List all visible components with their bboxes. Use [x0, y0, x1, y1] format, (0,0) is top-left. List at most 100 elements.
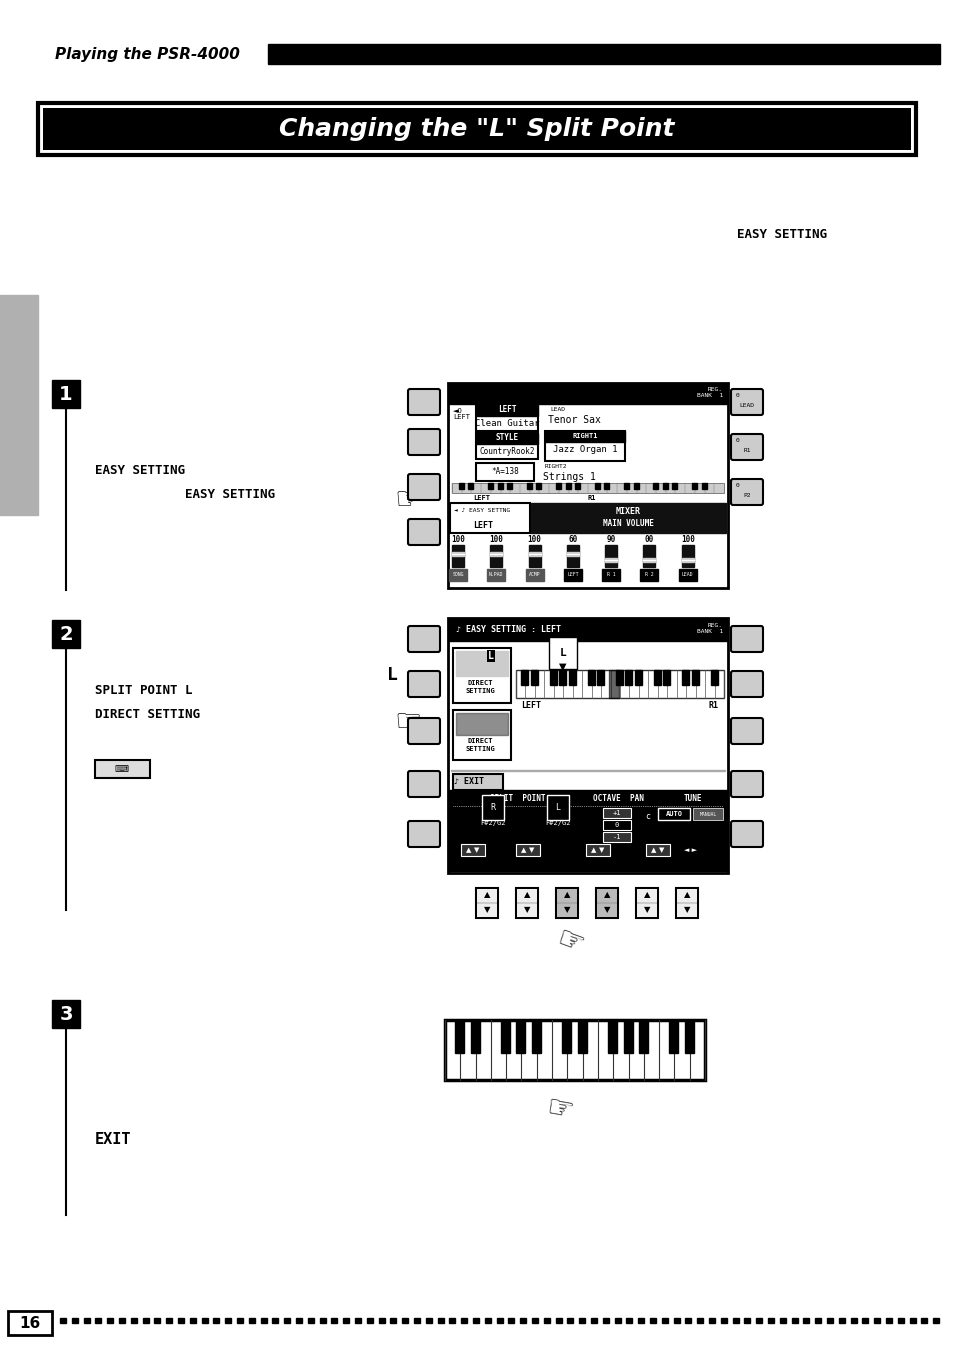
Text: L: L [559, 648, 566, 658]
Bar [639, 1020, 647, 1052]
Text: ▲: ▲ [483, 890, 490, 900]
Bar [645, 844, 669, 857]
Text: LEFT: LEFT [453, 413, 470, 420]
Text: ▲: ▲ [563, 890, 570, 900]
FancyBboxPatch shape [408, 474, 439, 500]
FancyBboxPatch shape [408, 626, 439, 653]
Bar [473, 1319, 478, 1323]
Text: EASY SETTING: EASY SETTING [185, 489, 274, 501]
Text: 00: 00 [644, 535, 654, 544]
Text: +1: +1 [612, 811, 620, 816]
Bar [652, 484, 658, 489]
Bar [449, 569, 467, 581]
Bar [566, 544, 578, 567]
Bar [587, 670, 594, 685]
Bar [556, 484, 560, 489]
Text: ▼: ▼ [598, 847, 604, 852]
Bar [449, 619, 726, 640]
Bar [636, 888, 658, 917]
Bar [608, 1020, 617, 1052]
Bar [448, 382, 727, 588]
Text: ◄0: ◄0 [453, 408, 462, 413]
Bar [597, 889, 617, 902]
Text: DIRECT: DIRECT [467, 738, 493, 744]
Bar [452, 544, 463, 567]
Bar [669, 1020, 678, 1052]
FancyBboxPatch shape [730, 480, 762, 505]
Text: RIGHT1: RIGHT1 [572, 434, 598, 439]
Bar [487, 484, 493, 489]
Bar [452, 484, 723, 493]
Text: ACMP: ACMP [528, 573, 539, 577]
Bar [908, 1319, 915, 1323]
Text: ▲: ▲ [651, 847, 656, 852]
Text: 3: 3 [59, 1005, 72, 1024]
Text: ▼: ▼ [474, 847, 479, 852]
Bar [456, 651, 507, 676]
Bar [779, 1319, 785, 1323]
Bar [476, 434, 537, 444]
Bar [673, 1319, 679, 1323]
Text: ▼: ▼ [483, 905, 490, 915]
Text: 1: 1 [59, 385, 72, 404]
Bar [284, 1319, 290, 1323]
Bar [568, 670, 575, 685]
Text: CountryRook2: CountryRook2 [478, 446, 535, 455]
Bar [604, 544, 617, 567]
Bar [653, 670, 660, 685]
Bar [676, 888, 698, 917]
Bar [578, 1020, 586, 1052]
Text: DIRECT SETTING: DIRECT SETTING [95, 708, 200, 721]
Bar [453, 648, 511, 703]
Bar [414, 1319, 419, 1323]
Bar [697, 1319, 702, 1323]
Bar [597, 670, 603, 685]
Bar [637, 889, 657, 902]
Text: REG.: REG. [707, 386, 722, 392]
Bar [52, 620, 80, 648]
Text: ♪ EASY SETTING : LEFT: ♪ EASY SETTING : LEFT [456, 624, 560, 634]
Bar [602, 1319, 608, 1323]
Bar [565, 484, 570, 489]
Bar [355, 1319, 360, 1323]
Text: ▼: ▼ [523, 905, 530, 915]
Text: STYLE: STYLE [495, 434, 518, 443]
Text: REG.: REG. [707, 623, 722, 628]
Bar [490, 544, 502, 567]
Text: ⌨: ⌨ [114, 765, 129, 774]
Bar [437, 1319, 443, 1323]
Bar [563, 569, 581, 581]
Bar [516, 844, 539, 857]
Bar [107, 1319, 113, 1323]
Text: Tenor Sax: Tenor Sax [547, 415, 600, 426]
Bar [850, 1319, 856, 1323]
Bar [815, 1319, 821, 1323]
Text: ☞: ☞ [394, 708, 421, 738]
Bar [575, 484, 579, 489]
Text: F#2/G2: F#2/G2 [479, 820, 505, 825]
Bar [476, 434, 537, 459]
Text: ◄ ♪ EASY SETTNG: ◄ ♪ EASY SETTNG [454, 508, 510, 513]
Text: SPLIT  POINT: SPLIT POINT [490, 794, 545, 802]
Bar [720, 1319, 726, 1323]
Text: LEAD: LEAD [739, 403, 754, 408]
Text: L: L [555, 802, 560, 812]
Bar [38, 103, 915, 155]
Bar [590, 1319, 597, 1323]
Bar [236, 1319, 243, 1323]
FancyBboxPatch shape [730, 434, 762, 459]
Bar [684, 1319, 691, 1323]
Bar [536, 484, 541, 489]
Text: ☞: ☞ [552, 924, 587, 962]
Bar [662, 484, 667, 489]
Bar [178, 1319, 184, 1323]
Bar [449, 790, 726, 871]
Bar [639, 569, 658, 581]
FancyBboxPatch shape [730, 717, 762, 744]
Text: L: L [488, 651, 494, 661]
Text: OCTAVE  PAN: OCTAVE PAN [592, 794, 642, 802]
Text: ▲: ▲ [683, 890, 690, 900]
FancyBboxPatch shape [408, 717, 439, 744]
Text: -1: -1 [612, 834, 620, 840]
Text: EXIT: EXIT [95, 1132, 132, 1147]
